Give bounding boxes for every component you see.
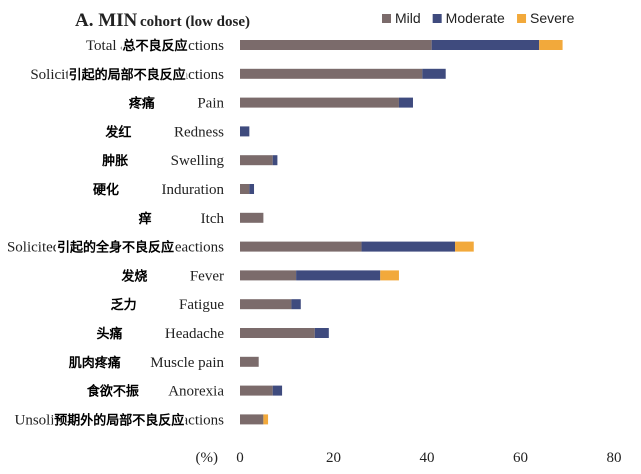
category-label: Anorexia — [168, 384, 224, 400]
bar-segment-moderate — [422, 68, 446, 79]
x-axis-label: (%) — [196, 450, 219, 466]
overlay-backing — [95, 324, 124, 342]
overlay-backing — [137, 208, 153, 227]
category-label-overlay: 预期外的局部不良反应 — [54, 412, 184, 428]
legend-swatch-mild — [382, 14, 391, 23]
category-label: Headache — [165, 326, 224, 342]
bar-segment-moderate — [431, 40, 540, 50]
bar-segment-mild — [240, 155, 273, 166]
category-label-overlay: 发烧 — [120, 268, 147, 284]
legend-label-severe: Severe — [530, 10, 575, 26]
category-label: Muscle pain — [150, 355, 224, 371]
bar-segment-mild — [240, 68, 423, 79]
bar-segment-moderate — [314, 328, 329, 338]
x-tick-label: 80 — [607, 450, 622, 466]
category-label: Swelling — [171, 153, 225, 169]
bar-segment-mild — [240, 356, 259, 367]
category-label-overlay: 疼痛 — [129, 96, 155, 112]
bar-segment-severe — [539, 40, 563, 50]
legend-swatch-moderate — [432, 14, 442, 23]
category-label: Pain — [197, 96, 224, 112]
category-label-overlay: 乏力 — [111, 297, 137, 313]
category-label: Fever — [190, 268, 224, 284]
bar-segment-mild — [240, 40, 432, 50]
chart-title: A. MIN — [75, 10, 138, 31]
bar-segment-mild — [240, 299, 292, 310]
bar-segment-moderate — [272, 385, 283, 396]
legend-label-moderate: Moderate — [446, 10, 505, 26]
category-label-overlay: 发红 — [104, 124, 131, 140]
bar-segment-mild — [240, 385, 273, 396]
overlay-backing — [85, 381, 140, 400]
legend-swatch-severe — [517, 14, 527, 23]
x-tick-label: 0 — [236, 450, 244, 466]
overlay-backing — [104, 122, 134, 141]
category-label-overlay: 痒 — [139, 211, 152, 227]
category-label-overlay: 引起的全身不良反应 — [57, 240, 174, 256]
bar-segment-mild — [240, 328, 315, 338]
bar-segment-moderate — [291, 299, 301, 310]
category-label-overlay: 肿胀 — [102, 154, 128, 169]
category-label-overlay: 引起的局部不良反应 — [69, 67, 186, 83]
overlay-backing — [55, 237, 176, 256]
overlay-backing — [92, 180, 121, 198]
overlay-backing — [67, 64, 187, 83]
bar-segment-moderate — [249, 184, 255, 194]
bar-segment-mild — [240, 184, 250, 194]
bar-segment-severe — [380, 270, 399, 281]
overlay-backing — [127, 93, 156, 112]
category-label-overlay: 头痛 — [97, 326, 123, 342]
bars-group — [240, 40, 563, 425]
overlay-backing — [121, 36, 189, 54]
chart-subtitle: cohort (low dose) — [140, 14, 250, 30]
overlay-backing — [53, 410, 186, 429]
x-tick-label: 40 — [420, 450, 435, 466]
bar-segment-moderate — [240, 126, 250, 137]
bar-segment-moderate — [296, 270, 381, 281]
category-label-overlay: 食欲不振 — [87, 384, 139, 400]
bar-segment-mild — [240, 241, 362, 252]
category-label: Redness — [174, 124, 224, 140]
x-axis-ticks: 0 20 40 60 80 — [236, 450, 621, 466]
bar-segment-mild — [240, 414, 264, 425]
category-label: Fatigue — [179, 297, 224, 313]
bar-segment-mild — [240, 97, 399, 108]
bar-segment-moderate — [398, 97, 413, 108]
bar-segment-moderate — [361, 241, 456, 252]
bar-segment-mild — [240, 270, 297, 281]
bar-segment-mild — [240, 212, 264, 223]
bar-segment-moderate — [272, 155, 278, 166]
overlay-backing — [67, 352, 122, 371]
category-label: Itch — [201, 211, 225, 227]
category-label-overlay: 硬化 — [93, 182, 119, 198]
category-label-overlay: 肌肉疼痛 — [69, 355, 121, 371]
category-label: Induration — [162, 182, 225, 198]
legend-label-mild: Mild — [395, 10, 421, 26]
bar-segment-severe — [263, 414, 269, 425]
bar-segment-severe — [455, 241, 474, 252]
x-tick-label: 60 — [513, 450, 528, 466]
x-tick-label: 20 — [326, 450, 341, 466]
overlay-backing — [101, 151, 130, 170]
overlay-backing — [120, 266, 150, 285]
overlay-backing — [109, 295, 138, 314]
category-label-overlay: 总不良反应 — [122, 38, 187, 54]
legend: Mild Moderate Severe — [382, 10, 575, 26]
